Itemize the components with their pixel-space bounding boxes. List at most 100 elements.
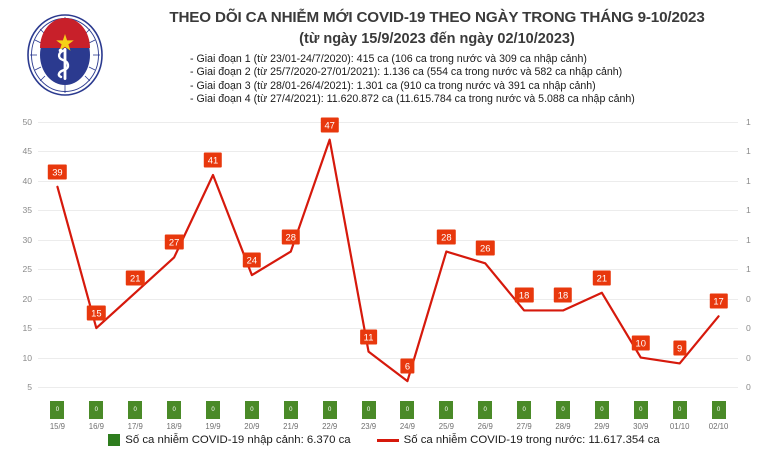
y-axis-left-tick: 20 (22, 293, 32, 304)
bar-value-label: 0 (600, 407, 604, 413)
y-axis-right-tick: 1 (746, 117, 751, 127)
y-axis-left-tick: 50 (22, 117, 32, 127)
chart-plot-area: 5 0 10 0 15 0 20 0 25 1 30 1 35 1 40 1 45 1 50 1 39 15 21 27 41… (0, 112, 768, 431)
bar: 0 (361, 401, 376, 419)
phase-line-1: - Giai đoạn 1 (từ 23/01-24/7/2020): 415 … (190, 53, 587, 65)
bar-value-label: 0 (289, 407, 293, 413)
bar: 0 (244, 401, 259, 419)
x-axis-tick-label: 23/9 (360, 422, 377, 431)
y-axis-left-tick: 10 (22, 352, 32, 363)
data-point-label: 17 (709, 293, 728, 309)
data-point-label: 21 (126, 270, 145, 286)
phase-list: - Giai đoạn 1 (từ 23/01-24/7/2020): 415 … (112, 53, 762, 106)
red-line-icon (376, 438, 399, 442)
x-axis-tick-label: 18/9 (166, 422, 182, 431)
data-point-label: 6 (400, 358, 415, 374)
y-axis-left-tick: 40 (22, 175, 32, 186)
chart-grid: 5 0 10 0 15 0 20 0 25 1 30 1 35 1 40 1 45 1 50 1 39 15 21 27 41… (22, 117, 751, 392)
bar: 0 (322, 401, 337, 419)
gridline: 10 0 (22, 353, 750, 363)
x-axis-tick-label: 19/9 (205, 422, 221, 431)
y-axis-right-tick: 1 (746, 175, 751, 186)
bar-value-label: 0 (211, 407, 215, 413)
y-axis-right-tick: 1 (746, 234, 751, 245)
data-point-label: 39 (48, 164, 67, 180)
bar-value-label: 0 (444, 407, 448, 413)
data-point-label: 9 (673, 340, 687, 356)
legend-item-domestic: Số ca nhiễm COVID-19 trong nước: 11.617.… (376, 434, 660, 446)
phase-line-2: - Giai đoạn 2 (từ 25/7/2020-27/01/2021):… (190, 66, 623, 79)
y-axis-right-tick: 1 (746, 264, 751, 275)
bar: 0 (283, 401, 298, 419)
y-axis-right-tick: 0 (746, 323, 751, 334)
data-point-label: 18 (514, 287, 534, 303)
chart-subtitle: (từ ngày 15/9/2023 đến ngày 02/10/2023) (299, 31, 575, 47)
bar: 0 (206, 401, 220, 419)
y-axis-left-tick: 45 (22, 146, 32, 157)
x-axis-tick-label: 17/9 (127, 422, 143, 431)
y-axis-left-tick: 15 (22, 323, 32, 334)
x-axis-tick-label: 16/9 (88, 422, 104, 431)
data-point-label: 26 (476, 240, 495, 256)
y-axis-right-tick: 1 (746, 205, 751, 216)
bar: 0 (517, 401, 532, 419)
bar-value-label: 0 (522, 407, 526, 413)
bar-value-label: 0 (677, 407, 682, 413)
x-axis-tick-label: 26/9 (477, 422, 493, 431)
x-axis-tick-label: 25/9 (438, 422, 454, 431)
bar: 0 (594, 401, 609, 419)
bar-value-label: 0 (250, 407, 254, 413)
bar: 0 (167, 401, 182, 419)
x-axis-tick-label: 01/10 (669, 422, 690, 431)
x-axis-tick-label: 22/9 (322, 422, 338, 431)
bar: 0 (128, 401, 143, 419)
gridline: 35 1 (22, 205, 750, 215)
title-block: THEO DÕI CA NHIỄM MỚI COVID-19 THEO NGÀY… (112, 8, 762, 106)
chart-header: THEO DÕI CA NHIỄM MỚI COVID-19 THEO NGÀY… (0, 0, 768, 112)
x-axis-tick-label: 27/9 (516, 422, 532, 431)
phase-line-3: - Giai đoạn 3 (từ 28/01-26/4/2021): 1.30… (190, 79, 596, 92)
imported-cases-bars: 0 0 0 0 0 0 0 0 0 0 0 0 0 0 0 0 0 0 (38, 395, 738, 419)
gridline: 50 1 (22, 117, 750, 127)
phase-line-4: - Giai đoạn 4 (từ 27/4/2021): 11.620.872… (190, 92, 635, 105)
green-square-icon (108, 434, 121, 446)
y-axis-right-tick: 0 (746, 382, 751, 392)
bar-value-label: 0 (561, 407, 565, 413)
bar: 0 (439, 401, 454, 419)
bar: 0 (478, 401, 493, 419)
bar-value-label: 0 (327, 407, 332, 413)
x-axis-tick-label: 15/9 (49, 422, 66, 431)
data-point-label: 18 (553, 287, 573, 303)
bar: 0 (89, 401, 104, 419)
x-axis-tick-label: 24/9 (399, 422, 416, 431)
x-axis-tick-label: 29/9 (594, 422, 610, 431)
chart-legend: Số ca nhiễm COVID-19 nhập cảnh: 6.370 ca… (0, 434, 768, 446)
y-axis-left-tick: 30 (22, 234, 32, 245)
y-axis-left-tick: 25 (22, 264, 32, 275)
bar: 0 (711, 401, 726, 419)
bar-value-label: 0 (133, 407, 137, 413)
bar-value-label: 0 (55, 407, 60, 413)
bar: 0 (633, 401, 648, 419)
gridline: 30 1 (22, 235, 750, 245)
bar-value-label: 0 (483, 407, 487, 413)
legend-label-imported: Số ca nhiễm COVID-19 nhập cảnh: 6.370 ca (125, 434, 351, 446)
data-point-label: 10 (631, 335, 650, 351)
gridline: 40 1 (22, 176, 750, 186)
bar: 0 (556, 401, 570, 419)
bar-value-label: 0 (366, 407, 371, 413)
bar-value-label: 0 (94, 407, 98, 413)
bar-value-label: 0 (172, 407, 176, 413)
bar-value-label: 0 (405, 407, 410, 413)
y-axis-right-tick: 0 (746, 293, 751, 304)
domestic-cases-line (56, 138, 720, 383)
x-axis-tick-label: 30/9 (633, 422, 649, 431)
data-point-label: 21 (592, 270, 612, 286)
chart-title: THEO DÕI CA NHIỄM MỚI COVID-19 THEO NGÀY… (169, 9, 705, 26)
gridline: 20 0 (22, 294, 750, 304)
x-axis-labels: 15/9 16/9 17/9 18/9 19/9 20/9 21/9 22/9 23/9 24/9… (38, 422, 738, 438)
data-point-label: 15 (87, 305, 106, 321)
data-point-label: 27 (164, 234, 184, 250)
